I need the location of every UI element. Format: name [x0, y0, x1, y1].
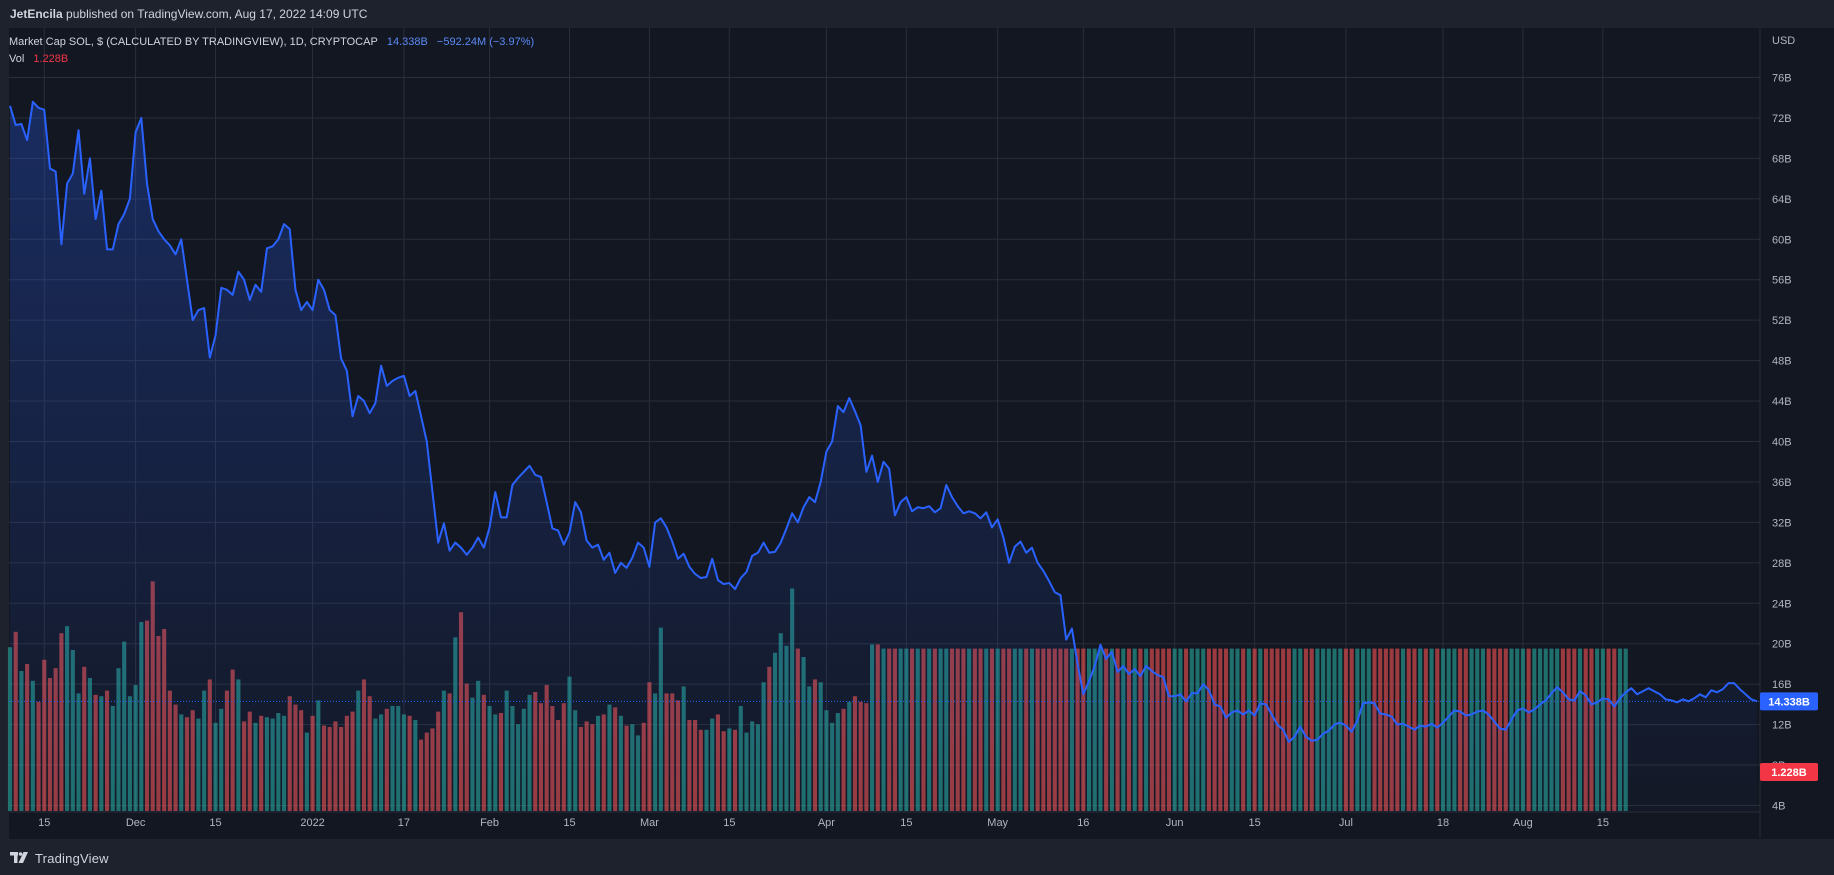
legend-vol-value: 1.228B — [33, 53, 69, 65]
legend-change: −592.24M (−3.97%) — [436, 36, 535, 48]
y-tick-label: 36B — [1772, 477, 1792, 489]
x-tick-label: 15 — [38, 817, 50, 829]
y-tick-label: 4B — [1772, 801, 1785, 813]
y-tick-label: 44B — [1772, 396, 1792, 408]
price-area — [10, 101, 1757, 812]
x-tick-label: Aug — [1513, 817, 1533, 829]
volume-bar — [1292, 648, 1297, 811]
volume-bar — [1309, 648, 1314, 811]
x-tick-label: Mar — [640, 817, 659, 829]
x-tick-label: 15 — [1248, 817, 1260, 829]
legend-volume-row[interactable]: Vol 1.228B — [9, 51, 534, 68]
y-tick-label: 56B — [1772, 275, 1792, 287]
chart-legend: Market Cap SOL, $ (CALCULATED BY TRADING… — [9, 34, 534, 68]
x-tick-label: Feb — [480, 817, 499, 829]
volume-badge: 1.228B — [1771, 767, 1807, 779]
price-line — [9, 100, 1758, 743]
volume-badge-bg — [1760, 763, 1818, 781]
currency-label: USD — [1772, 35, 1795, 47]
y-tick-label: 48B — [1772, 356, 1792, 368]
y-tick-label: 12B — [1772, 720, 1792, 732]
y-tick-label: 28B — [1772, 558, 1792, 570]
y-tick-label: 52B — [1772, 315, 1792, 327]
volume-bar — [1303, 648, 1309, 811]
market-cap-chart[interactable]: USD4B8B12B16B20B24B28B32B36B40B44B48B52B… — [0, 0, 1834, 845]
x-tick-label: 16 — [1077, 817, 1089, 829]
x-tick-label: 15 — [900, 817, 912, 829]
x-tick-label: Jun — [1166, 817, 1184, 829]
y-tick-label: 16B — [1772, 679, 1792, 691]
y-tick-label: 68B — [1772, 153, 1792, 165]
price-line-group — [9, 100, 1760, 743]
x-tick-label: 18 — [1437, 817, 1449, 829]
x-tick-label: Dec — [126, 817, 146, 829]
price-badge: 14.338B — [1768, 696, 1810, 708]
x-tick-label: 15 — [563, 817, 575, 829]
x-tick-label: Jul — [1339, 817, 1353, 829]
volume-bar — [1321, 648, 1326, 811]
legend-vol-label: Vol — [9, 53, 25, 65]
price-area-fill — [10, 101, 1757, 812]
tradingview-logo-icon — [10, 852, 28, 863]
tradingview-logo[interactable]: TradingView — [10, 851, 109, 866]
brand-name: TradingView — [35, 851, 109, 866]
price-badge-bg — [1760, 692, 1818, 711]
x-tick-label: Apr — [818, 817, 835, 829]
footer-bar: TradingView — [0, 845, 1834, 875]
volume-bar — [1286, 648, 1291, 811]
x-tick-label: May — [987, 817, 1008, 829]
legend-symbol[interactable]: Market Cap SOL, $ (CALCULATED BY TRADING… — [9, 36, 378, 48]
publisher-name[interactable]: JetEncila — [10, 7, 63, 21]
y-tick-label: 20B — [1772, 639, 1792, 651]
x-tick-label: 15 — [1597, 817, 1609, 829]
y-tick-label: 64B — [1772, 194, 1792, 206]
legend-last-value: 14.338B — [386, 36, 428, 48]
x-tick-label: 15 — [209, 817, 221, 829]
y-tick-label: 32B — [1772, 517, 1792, 529]
x-tick-label: 2022 — [300, 817, 324, 829]
y-tick-label: 60B — [1772, 234, 1792, 246]
published-info: published on TradingView.com, Aug 17, 20… — [66, 7, 368, 21]
y-tick-label: 40B — [1772, 437, 1792, 449]
x-tick-label: 15 — [723, 817, 735, 829]
published-header: JetEncila published on TradingView.com, … — [0, 0, 1834, 28]
axis-badges: 14.338B 1.228B — [1760, 692, 1818, 781]
y-tick-label: 72B — [1772, 113, 1792, 125]
y-tick-label: 24B — [1772, 598, 1792, 610]
price-axis-bg — [1760, 28, 1834, 838]
legend-series-row[interactable]: Market Cap SOL, $ (CALCULATED BY TRADING… — [9, 34, 534, 51]
volume-bar — [1315, 648, 1320, 811]
x-tick-label: 17 — [398, 817, 410, 829]
y-tick-label: 76B — [1772, 73, 1792, 85]
